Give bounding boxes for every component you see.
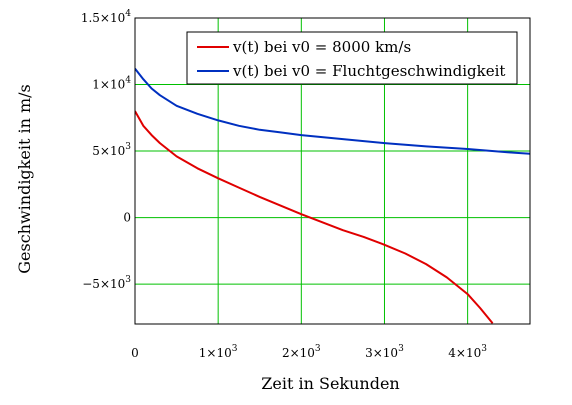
legend-label-2: v(t) bei v0 = Fluchtgeschwindigkeit bbox=[232, 62, 505, 80]
series-line-2 bbox=[135, 67, 530, 155]
x-axis-title: Zeit in Sekunden bbox=[261, 374, 399, 393]
y-tick-label: 1×104 bbox=[92, 76, 131, 92]
x-tick-label: 2×103 bbox=[282, 344, 321, 360]
series-lines bbox=[135, 67, 530, 324]
x-tick-label: 0 bbox=[131, 346, 139, 360]
legend-label-1: v(t) bei v0 = 8000 km/s bbox=[232, 38, 411, 56]
y-tick-label: 0 bbox=[123, 211, 131, 225]
y-tick-label: 1.5×104 bbox=[81, 9, 131, 25]
y-tick-label: 5×103 bbox=[92, 142, 131, 158]
y-axis-title: Geschwindigkeit in m/s bbox=[15, 84, 34, 274]
legend: v(t) bei v0 = 8000 km/s v(t) bei v0 = Flu… bbox=[186, 31, 518, 85]
x-tick-label: 1×103 bbox=[199, 344, 238, 360]
y-tick-label: −5×103 bbox=[82, 275, 131, 291]
x-tick-labels: 0 1×103 2×103 3×103 4×103 bbox=[131, 344, 487, 360]
x-tick-label: 4×103 bbox=[448, 344, 487, 360]
series-line-1 bbox=[135, 110, 494, 324]
plot-frame bbox=[134, 17, 531, 325]
x-tick-label: 3×103 bbox=[365, 344, 404, 360]
y-tick-labels: 1.5×104 1×104 5×103 0 −5×103 bbox=[81, 9, 131, 291]
legend-box bbox=[186, 31, 518, 85]
